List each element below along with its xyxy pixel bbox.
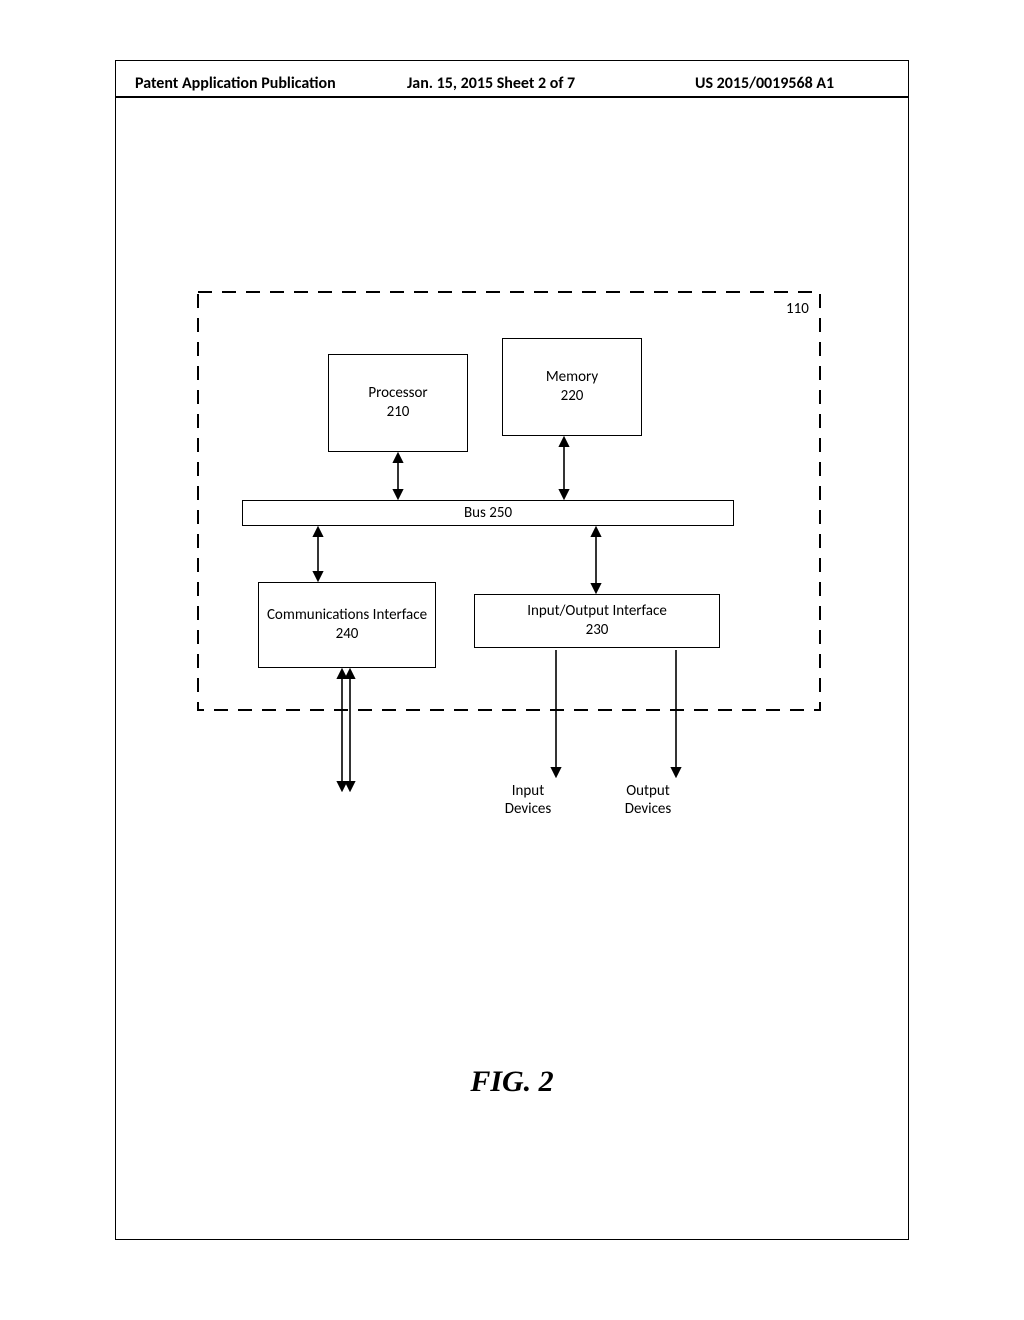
label-input-l1: Input <box>488 782 568 800</box>
node-io-num: 230 <box>586 621 609 640</box>
label-output-l1: Output <box>608 782 688 800</box>
node-bus-label: Bus 250 <box>464 504 512 523</box>
node-io-label: Input/Output Interface <box>527 602 667 621</box>
header-right: US 2015/0019568 A1 <box>695 74 834 93</box>
figure-caption: FIG. 2 <box>0 1065 1024 1099</box>
node-bus: Bus 250 <box>242 500 734 526</box>
node-processor-label: Processor <box>368 384 427 403</box>
page-border <box>115 60 909 1240</box>
node-io-interface: Input/Output Interface 230 <box>474 594 720 648</box>
node-comm-num: 240 <box>336 625 359 644</box>
node-communications-interface: Communications Interface 240 <box>258 582 436 668</box>
label-input-l2: Devices <box>488 800 568 818</box>
node-memory-num: 220 <box>561 387 584 406</box>
node-processor-num: 210 <box>387 403 410 422</box>
header-rule <box>115 96 909 98</box>
node-processor: Processor 210 <box>328 354 468 452</box>
node-comm-label: Communications Interface <box>267 606 427 625</box>
node-memory-label: Memory <box>546 368 598 387</box>
label-output-devices: Output Devices <box>608 782 688 818</box>
page: Patent Application Publication Jan. 15, … <box>0 0 1024 1320</box>
header-left: Patent Application Publication <box>135 74 336 93</box>
node-memory: Memory 220 <box>502 338 642 436</box>
label-output-l2: Devices <box>608 800 688 818</box>
label-input-devices: Input Devices <box>488 782 568 818</box>
container-ref-number: 110 <box>786 300 809 318</box>
header-center: Jan. 15, 2015 Sheet 2 of 7 <box>407 74 575 93</box>
